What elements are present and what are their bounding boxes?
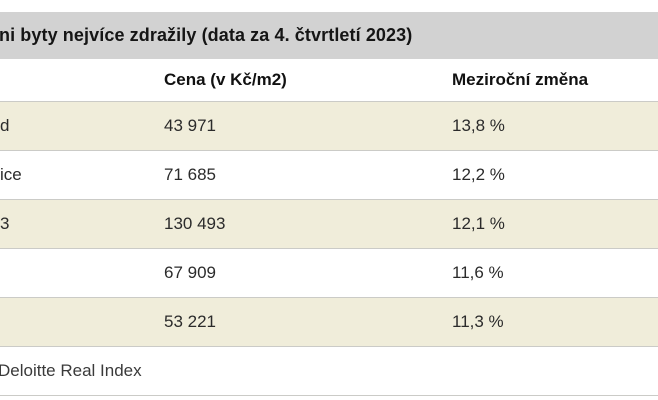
price-cell: 67 909	[164, 263, 216, 282]
table-row: 3 130 493 12,1 %	[0, 199, 658, 248]
location-cell: 3	[0, 214, 10, 233]
change-cell: 13,8 %	[452, 116, 505, 135]
table-row: 67 909 11,6 %	[0, 248, 658, 297]
location-cell: ice	[0, 165, 22, 184]
top-spacer	[0, 0, 658, 12]
table-header-row: Cena (v Kč/m2) Meziroční změna	[0, 59, 658, 101]
table-row: ice 71 685 12,2 %	[0, 150, 658, 199]
table-title: ni byty nejvíce zdražily (data za 4. čtv…	[0, 25, 413, 45]
price-cell: 71 685	[164, 165, 216, 184]
header-price: Cena (v Kč/m2)	[164, 70, 287, 89]
table-row: d 43 971 13,8 %	[0, 101, 658, 150]
location-cell: d	[0, 116, 10, 135]
table-title-bar: ni byty nejvíce zdražily (data za 4. čtv…	[0, 12, 658, 59]
price-cell: 53 221	[164, 312, 216, 331]
change-cell: 11,3 %	[452, 312, 504, 331]
change-cell: 12,1 %	[452, 214, 505, 233]
price-cell: 130 493	[164, 214, 226, 233]
table-source-row: Deloitte Real Index	[0, 346, 658, 396]
header-change: Meziroční změna	[452, 70, 589, 89]
source-label: Deloitte Real Index	[0, 361, 142, 380]
price-cell: 43 971	[164, 116, 216, 135]
table-row: 53 221 11,3 %	[0, 297, 658, 346]
change-cell: 11,6 %	[452, 263, 504, 282]
change-cell: 12,2 %	[452, 165, 505, 184]
